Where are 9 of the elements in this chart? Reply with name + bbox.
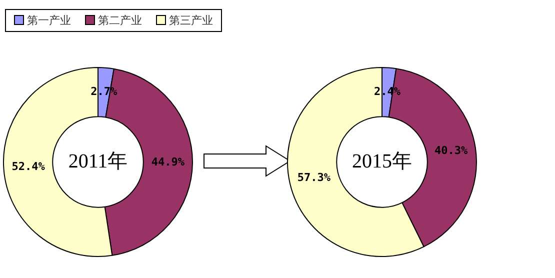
- data-label: 52.4%: [12, 160, 46, 174]
- slice-label: 2011年: [68, 150, 128, 172]
- data-label: 57.3%: [297, 170, 331, 184]
- legend-label: 第三产业: [168, 13, 213, 28]
- legend-label: 第一产业: [26, 13, 71, 28]
- data-label: 44.9%: [151, 156, 185, 169]
- legend-label: 第二产业: [97, 13, 142, 28]
- data-label: 40.3%: [434, 144, 468, 158]
- slice-label: 2015年: [352, 150, 412, 172]
